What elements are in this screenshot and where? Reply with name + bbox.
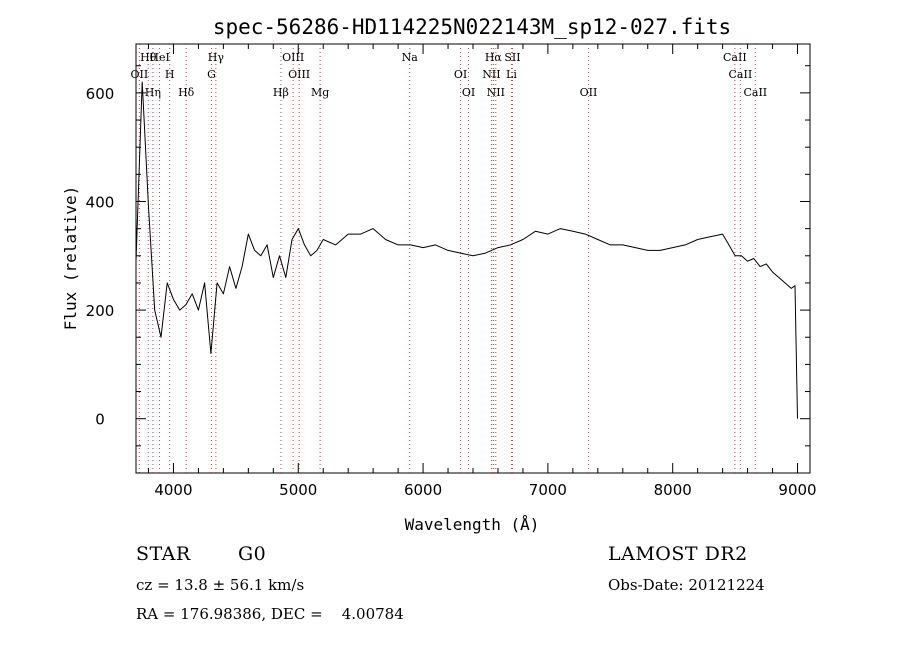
line-label: Hδ <box>178 86 195 99</box>
x-tick-label: 7000 <box>529 481 567 499</box>
object-class: STAR <box>136 543 191 565</box>
x-tick-label: 8000 <box>654 481 692 499</box>
axis-ticks <box>136 44 810 474</box>
line-label: OIII <box>282 51 304 64</box>
tick-labels: 4000 5000 6000 7000 8000 9000 0 200 400 600 <box>86 85 817 499</box>
line-label: Li <box>506 68 517 81</box>
x-tick-label: 9000 <box>778 481 816 499</box>
line-label: HeI <box>149 51 169 64</box>
line-label: OIII <box>288 68 310 81</box>
redshift-text: cz = 13.8 ± 56.1 km/s <box>136 576 305 594</box>
line-label: OI <box>454 68 467 81</box>
ra-dec-text: RA = 176.98386, DEC = 4.00784 <box>136 605 404 623</box>
line-label: Mg <box>311 86 329 99</box>
line-label: Hθ <box>140 51 157 64</box>
line-label: Hγ <box>208 51 225 64</box>
x-tick-label: 4000 <box>154 481 192 499</box>
line-label: G <box>207 68 216 81</box>
spectral-line-markers <box>138 44 756 473</box>
spectral-line-labels: HθOIIHηHeIHHδHγGHβOIIIOIIIMgNaOIOIHαNIIN… <box>131 51 768 99</box>
line-label: CaII <box>723 51 747 64</box>
x-axis-label: Wavelength (Å) <box>405 515 540 534</box>
object-subclass: G0 <box>238 543 267 565</box>
series-layer <box>135 81 798 419</box>
chart-title: spec-56286-HD114225N022143M_sp12-027.fit… <box>213 15 731 39</box>
series-line-0 <box>135 81 798 419</box>
line-label: Na <box>402 51 419 64</box>
line-label: H <box>165 68 175 81</box>
plot-frame <box>135 43 811 474</box>
line-label: OI <box>462 86 475 99</box>
line-label: CaII <box>743 86 767 99</box>
y-axis-label: Flux (relative) <box>61 186 80 331</box>
line-label: OII <box>580 86 598 99</box>
y-tick-label: 0 <box>95 411 105 429</box>
obs-date-text: Obs-Date: 20121224 <box>608 576 765 594</box>
line-label: Hη <box>145 86 161 99</box>
line-label: Hβ <box>273 86 289 99</box>
x-tick-label: 5000 <box>279 481 317 499</box>
y-tick-label: 400 <box>86 193 115 211</box>
line-label: OII <box>131 68 149 81</box>
y-tick-label: 200 <box>86 302 115 320</box>
line-label: SII <box>504 51 520 64</box>
survey-name: LAMOST DR2 <box>608 543 748 565</box>
plot-border <box>135 43 811 474</box>
line-label: NII <box>487 86 505 99</box>
line-label: CaII <box>729 68 753 81</box>
line-label: Hα <box>485 51 503 64</box>
x-tick-label: 6000 <box>404 481 442 499</box>
y-tick-label: 600 <box>86 85 115 103</box>
line-label: NII <box>482 68 500 81</box>
